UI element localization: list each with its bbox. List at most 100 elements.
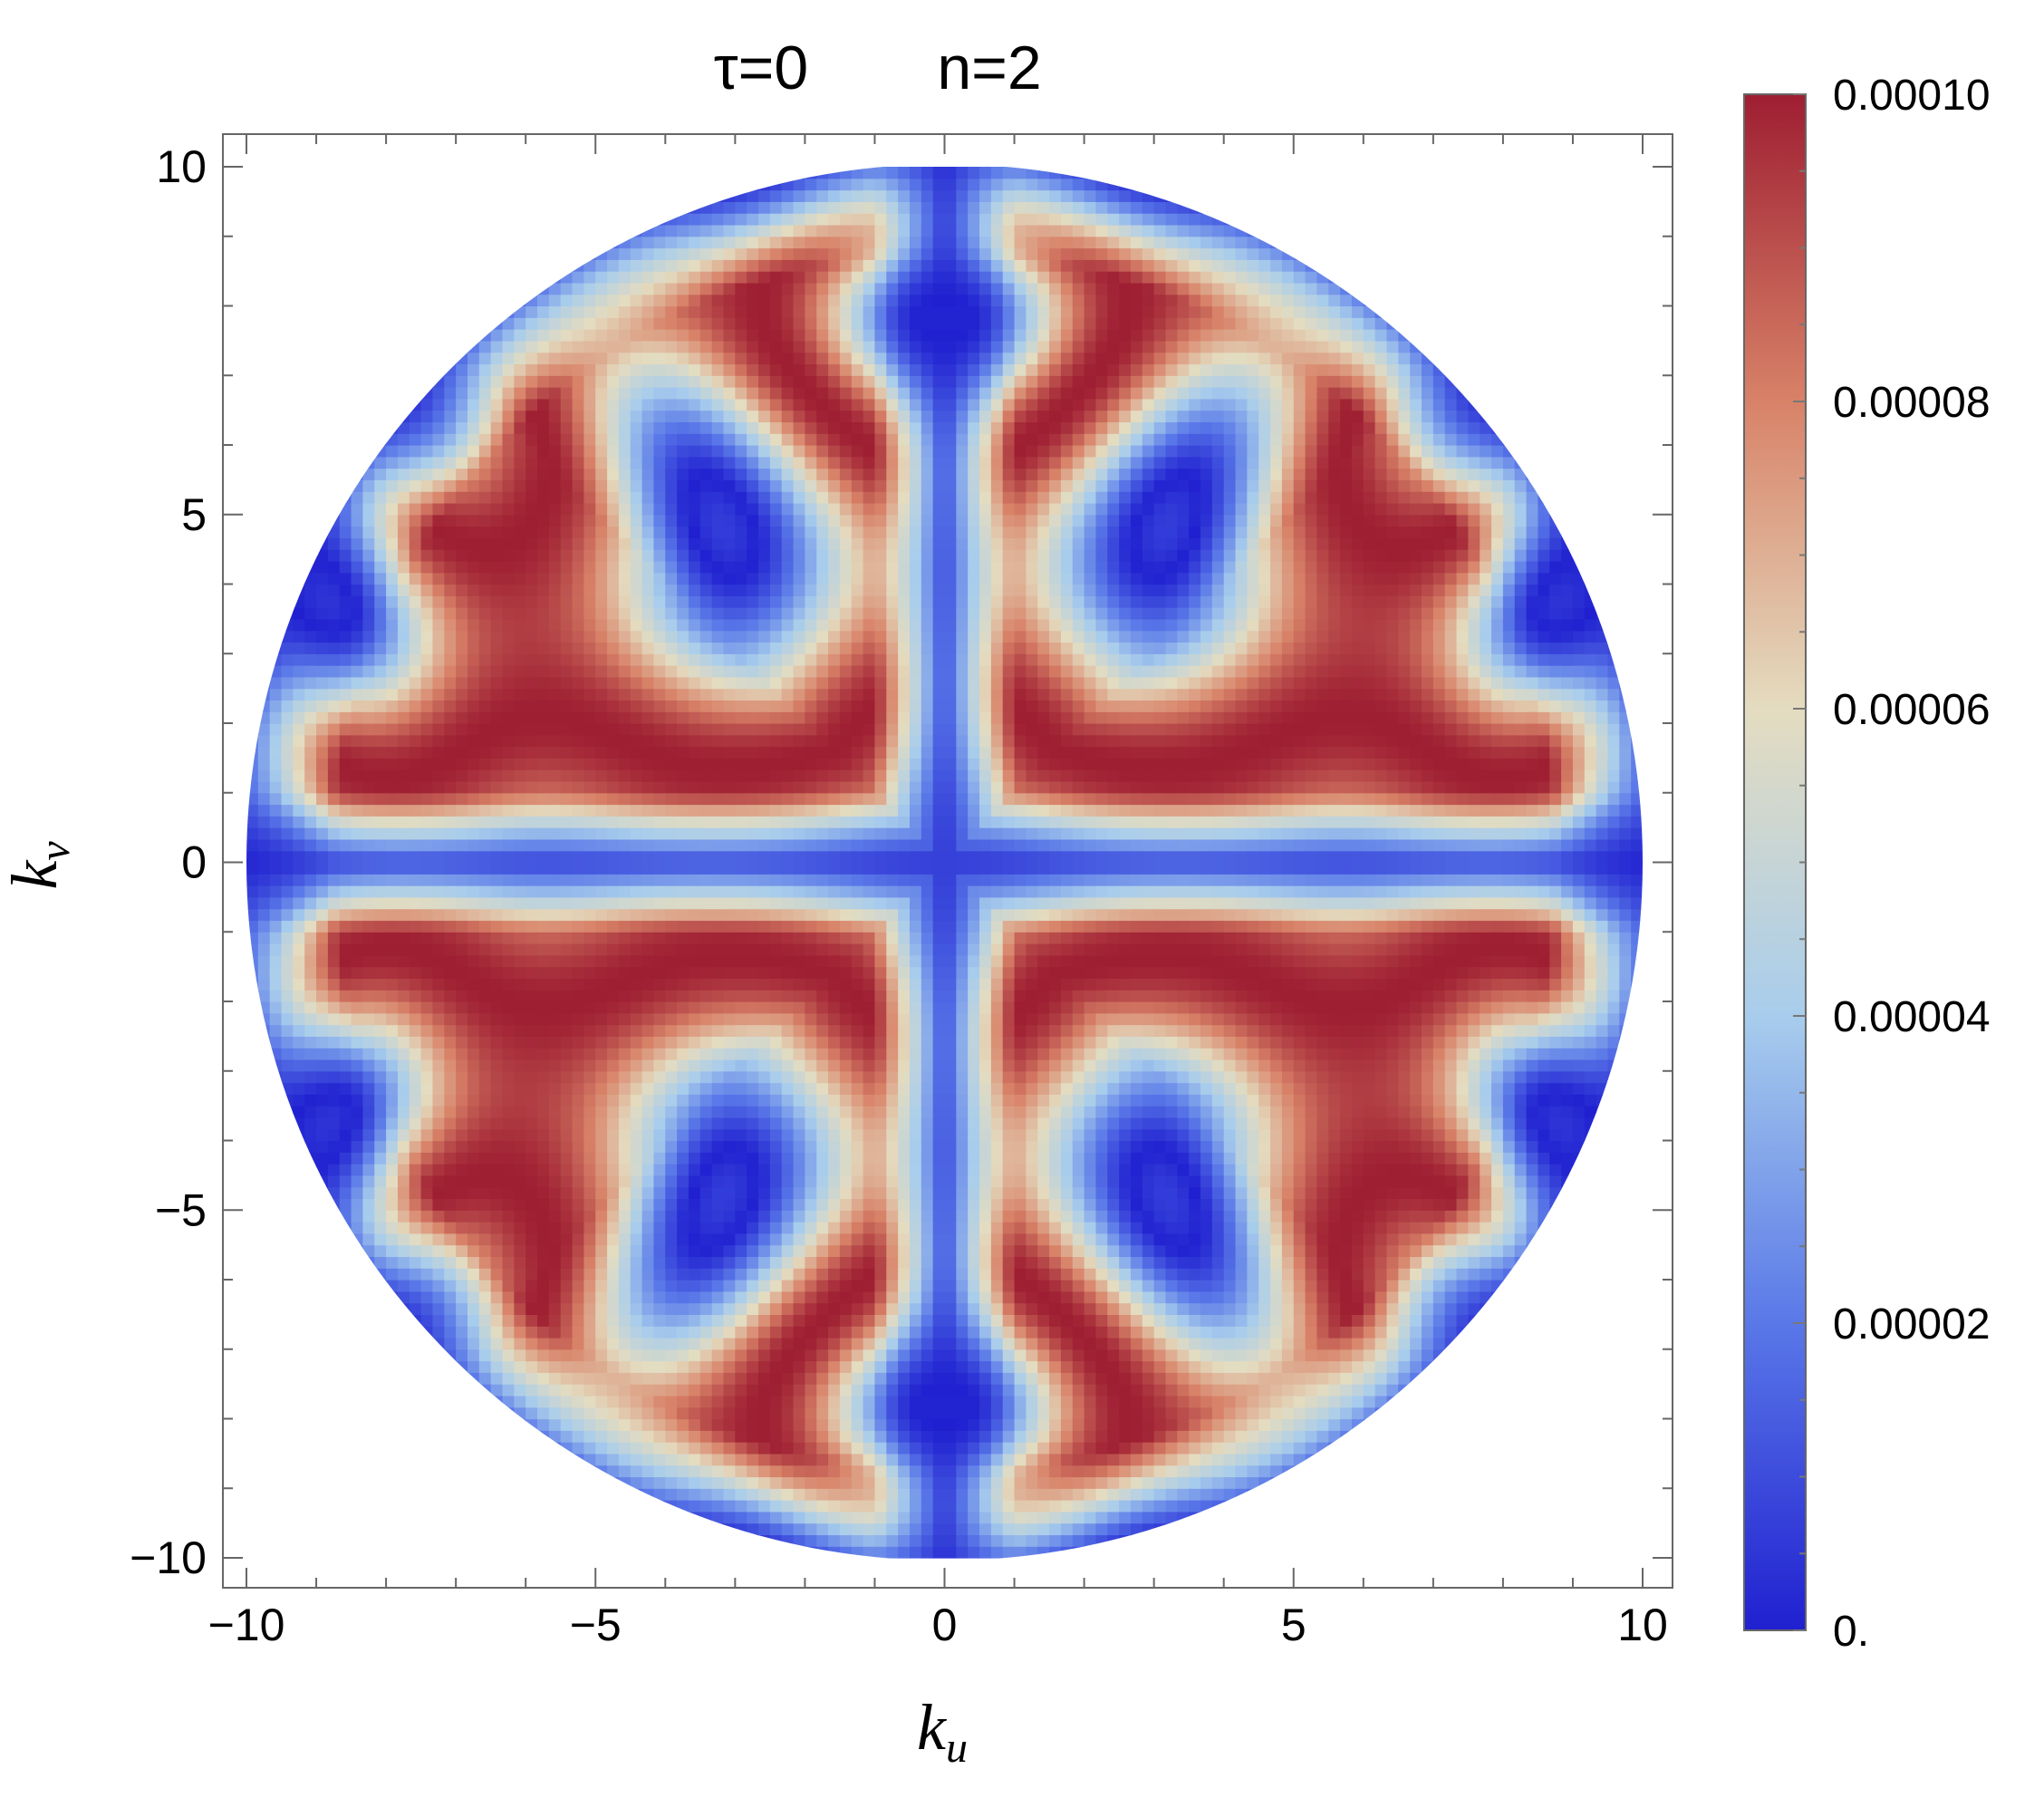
heatmap-cell xyxy=(549,1210,561,1222)
heatmap-cell xyxy=(340,665,352,677)
heatmap-cell xyxy=(561,805,573,817)
heatmap-cell xyxy=(503,549,515,561)
heatmap-cell xyxy=(362,885,374,897)
heatmap-cell xyxy=(525,1280,537,1291)
heatmap-cell xyxy=(689,1245,700,1257)
heatmap-cell xyxy=(514,689,525,701)
heatmap-cell xyxy=(398,932,410,943)
heatmap-cell xyxy=(852,549,863,561)
heatmap-cell xyxy=(642,1048,654,1059)
heatmap-cell xyxy=(747,747,758,759)
heatmap-cell xyxy=(583,653,595,665)
heatmap-cell xyxy=(665,295,677,306)
heatmap-cell xyxy=(653,1048,665,1059)
heatmap-cell xyxy=(782,723,794,735)
heatmap-cell xyxy=(689,1303,700,1315)
heatmap-cell xyxy=(468,595,479,607)
heatmap-cell xyxy=(794,1314,805,1326)
heatmap-cell xyxy=(782,1314,794,1326)
heatmap-cell xyxy=(770,1349,782,1361)
heatmap-cell xyxy=(747,1198,758,1210)
heatmap-cell xyxy=(514,595,525,607)
heatmap-cell xyxy=(700,317,712,329)
heatmap-cell xyxy=(816,769,828,781)
heatmap-cell xyxy=(549,1059,561,1071)
heatmap-cell xyxy=(712,271,724,283)
heatmap-cell xyxy=(340,990,352,1001)
heatmap-cell xyxy=(665,920,677,932)
heatmap-cell xyxy=(468,341,479,353)
heatmap-cell xyxy=(816,885,828,897)
heatmap-cell xyxy=(677,1465,689,1477)
heatmap-cell xyxy=(491,1141,503,1153)
heatmap-cell xyxy=(316,793,328,805)
heatmap-cell xyxy=(631,863,642,875)
heatmap-cell xyxy=(689,1071,700,1083)
heatmap-cell xyxy=(700,1152,712,1164)
heatmap-cell xyxy=(328,573,340,585)
heatmap-cell xyxy=(537,874,549,885)
heatmap-cell xyxy=(747,421,758,433)
heatmap-cell xyxy=(316,1001,328,1013)
heatmap-cell xyxy=(619,978,631,990)
heatmap-cell xyxy=(549,595,561,607)
heatmap-cell xyxy=(805,306,816,318)
heatmap-cell xyxy=(386,1175,398,1187)
heatmap-cell xyxy=(724,839,736,851)
heatmap-cell xyxy=(607,1106,619,1117)
heatmap-cell xyxy=(735,341,747,353)
heatmap-cell xyxy=(304,1036,316,1048)
heatmap-cell xyxy=(583,527,595,538)
heatmap-cell xyxy=(700,259,712,271)
heatmap-cell xyxy=(362,1013,374,1025)
heatmap-cell xyxy=(386,990,398,1001)
heatmap-cell xyxy=(816,341,828,353)
heatmap-cell xyxy=(794,213,805,225)
heatmap-cell xyxy=(270,978,282,990)
heatmap-cell xyxy=(770,1256,782,1268)
heatmap-cell xyxy=(852,1280,863,1291)
heatmap-cell xyxy=(503,897,515,909)
heatmap-cell xyxy=(852,1001,863,1013)
heatmap-cell xyxy=(398,1025,410,1037)
heatmap-cell xyxy=(816,306,828,318)
heatmap-cell xyxy=(653,283,665,295)
heatmap-cell xyxy=(304,642,316,653)
heatmap-cell xyxy=(410,932,421,943)
heatmap-cell xyxy=(619,469,631,480)
heatmap-cell xyxy=(653,700,665,711)
heatmap-cell xyxy=(561,1013,573,1025)
heatmap-cell xyxy=(432,711,444,723)
heatmap-cell xyxy=(514,1071,525,1083)
heatmap-cell xyxy=(782,515,794,527)
heatmap-cell xyxy=(794,283,805,295)
heatmap-cell xyxy=(840,201,852,213)
heatmap-cell xyxy=(607,1164,619,1175)
heatmap-cell xyxy=(503,677,515,689)
heatmap-cell xyxy=(735,479,747,491)
heatmap-cell xyxy=(398,1152,410,1164)
heatmap-cell xyxy=(607,665,619,677)
heatmap-cell xyxy=(724,479,736,491)
heatmap-cell xyxy=(782,642,794,653)
heatmap-cell xyxy=(828,909,840,921)
heatmap-cell xyxy=(352,1048,363,1059)
heatmap-cell xyxy=(840,874,852,885)
heatmap-cell xyxy=(735,863,747,875)
heatmap-cell xyxy=(328,1094,340,1106)
heatmap-cell xyxy=(642,595,654,607)
heatmap-cell xyxy=(374,781,386,793)
heatmap-cell xyxy=(549,457,561,469)
heatmap-cell xyxy=(677,932,689,943)
heatmap-cell xyxy=(352,527,363,538)
heatmap-cell xyxy=(631,515,642,527)
heatmap-cell xyxy=(828,1256,840,1268)
heatmap-cell xyxy=(712,213,724,225)
heatmap-cell xyxy=(700,1094,712,1106)
heatmap-cell xyxy=(293,631,304,643)
heatmap-cell xyxy=(816,1407,828,1419)
heatmap-cell xyxy=(607,967,619,979)
heatmap-cell xyxy=(840,1419,852,1431)
heatmap-cell xyxy=(525,283,537,295)
